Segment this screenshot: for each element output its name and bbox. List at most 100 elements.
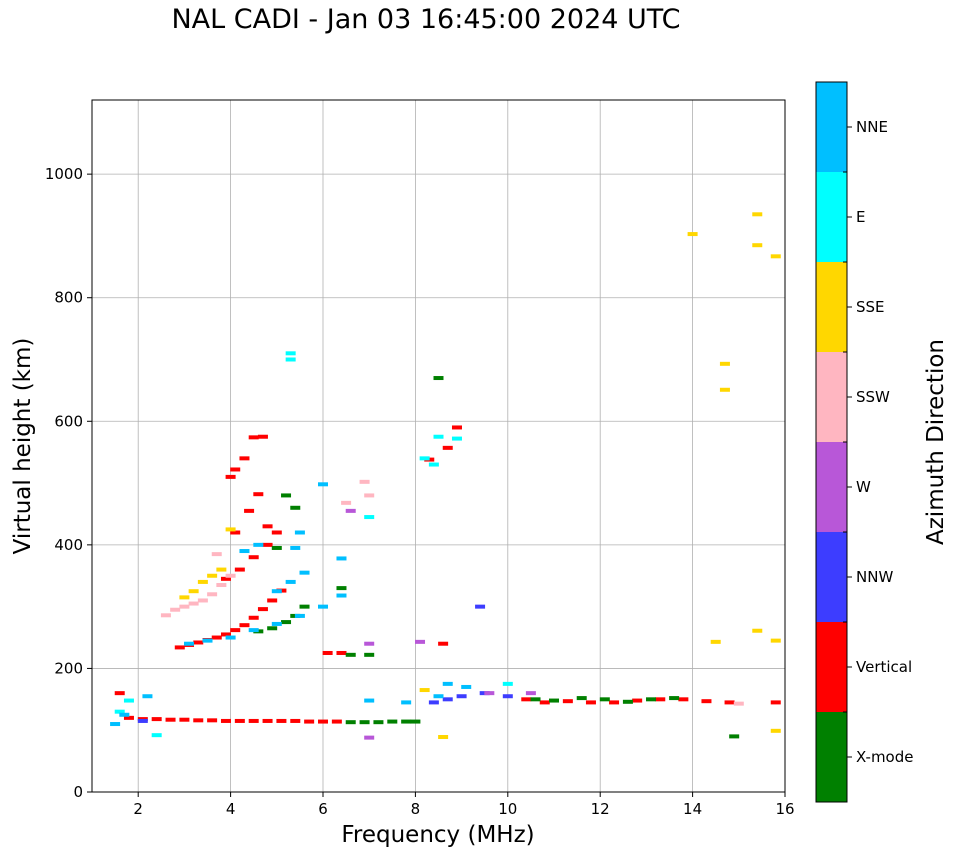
echo-point-vertical — [257, 434, 268, 439]
echo-point-e — [123, 698, 134, 703]
echo-point-sse — [179, 595, 190, 600]
echo-point-vertical — [701, 699, 712, 704]
y-tick-label: 200 — [54, 659, 83, 677]
echo-point-vertical — [304, 719, 315, 724]
echo-point-vertical — [724, 700, 735, 705]
colorbar-tick-label: E — [856, 208, 865, 226]
echo-point-vertical — [257, 607, 268, 612]
echo-point-sse — [770, 728, 781, 733]
echo-point-vertical — [632, 698, 643, 703]
echo-point-vertical — [262, 542, 273, 547]
echo-point-vertical — [655, 697, 666, 702]
echo-point-e — [419, 456, 430, 461]
echo-point-vertical — [271, 530, 282, 535]
echo-point-ssw — [733, 701, 744, 706]
echo-point-nne — [294, 613, 305, 618]
colorbar-tick-label: Vertical — [856, 658, 912, 676]
echo-point-vertical — [230, 530, 241, 535]
echo-point-nne — [110, 722, 121, 727]
echo-point-nnw — [442, 697, 453, 702]
echo-point-x-mode — [387, 719, 398, 724]
echo-point-w — [415, 639, 426, 644]
echo-point-nnw — [137, 718, 148, 723]
echo-point-nne — [119, 712, 130, 717]
echo-point-vertical — [230, 628, 241, 633]
colorbar-segment — [816, 712, 847, 802]
echo-point-x-mode — [549, 698, 559, 703]
x-tick-label: 12 — [591, 800, 610, 818]
echo-point-vertical — [248, 435, 259, 440]
echo-point-vertical — [276, 718, 287, 723]
echo-point-vertical — [248, 718, 259, 723]
echo-point-vertical — [267, 598, 278, 603]
echo-point-sse — [687, 232, 698, 237]
echo-point-w — [484, 691, 495, 696]
echo-point-x-mode — [281, 493, 292, 498]
echo-point-vertical — [174, 645, 185, 650]
echo-point-vertical — [165, 717, 176, 722]
echo-point-sse — [719, 361, 730, 366]
echo-point-w — [525, 691, 536, 696]
echo-point-nne — [364, 698, 375, 703]
echo-point-vertical — [322, 650, 333, 655]
echo-point-vertical — [239, 456, 250, 461]
echo-point-e — [151, 733, 162, 738]
echo-point-x-mode — [530, 697, 541, 702]
echo-point-sse — [216, 567, 227, 572]
echo-point-sse — [770, 638, 781, 643]
echo-point-nne — [442, 681, 453, 686]
echo-point-vertical — [114, 691, 125, 696]
colorbar-segment — [816, 172, 847, 262]
y-tick-label: 1000 — [45, 165, 83, 183]
echo-point-x-mode — [290, 505, 301, 510]
echo-point-ssw — [179, 604, 190, 609]
echo-point-nnw — [502, 694, 513, 699]
echo-point-sse — [752, 628, 763, 633]
echo-point-ssw — [170, 607, 181, 612]
echo-point-vertical — [442, 445, 453, 450]
echo-point-vertical — [451, 425, 462, 430]
echo-point-vertical — [123, 715, 134, 720]
colorbar-segment — [816, 532, 847, 622]
echo-point-nne — [202, 638, 213, 643]
echo-point-e — [433, 434, 444, 439]
colorbar-tick-label: SSW — [856, 388, 890, 406]
y-tick-label: 400 — [54, 536, 83, 554]
echo-point-sse — [752, 212, 763, 217]
echo-point-nne — [285, 579, 296, 584]
echo-point-ssw — [188, 601, 199, 606]
echo-point-vertical — [336, 650, 347, 655]
echo-point-nne — [433, 694, 444, 699]
echo-point-vertical — [770, 700, 781, 705]
echo-point-ssw — [160, 613, 171, 618]
echo-point-nne — [184, 641, 195, 646]
echo-point-ssw — [359, 479, 370, 484]
y-tick-label: 0 — [73, 783, 83, 801]
echo-point-vertical — [230, 467, 241, 472]
echo-point-e — [502, 681, 513, 686]
echo-point-sse — [719, 387, 730, 392]
echo-point-vertical — [244, 508, 255, 513]
echo-point-e — [285, 357, 296, 362]
echo-point-w — [364, 641, 375, 646]
echo-point-x-mode — [576, 696, 587, 701]
echo-point-x-mode — [271, 545, 282, 550]
echo-point-x-mode — [336, 586, 347, 591]
echo-point-vertical — [290, 718, 301, 723]
echo-point-w — [364, 735, 375, 740]
echo-point-vertical — [207, 718, 218, 723]
echo-point-vertical — [220, 718, 231, 723]
grid-layer — [92, 100, 786, 793]
echo-point-sse — [197, 579, 208, 584]
x-tick-label: 16 — [775, 800, 794, 818]
echo-point-nnw — [475, 604, 486, 609]
echo-point-vertical — [220, 576, 231, 581]
echo-point-nne — [461, 684, 472, 689]
plot-frame — [91, 99, 786, 793]
echo-point-vertical — [585, 700, 596, 705]
echo-point-x-mode — [410, 719, 421, 724]
echo-point-vertical — [609, 700, 620, 705]
echo-point-x-mode — [345, 720, 356, 725]
colorbar-tick-label: X-mode — [856, 748, 913, 766]
echo-point-x-mode — [729, 734, 740, 739]
